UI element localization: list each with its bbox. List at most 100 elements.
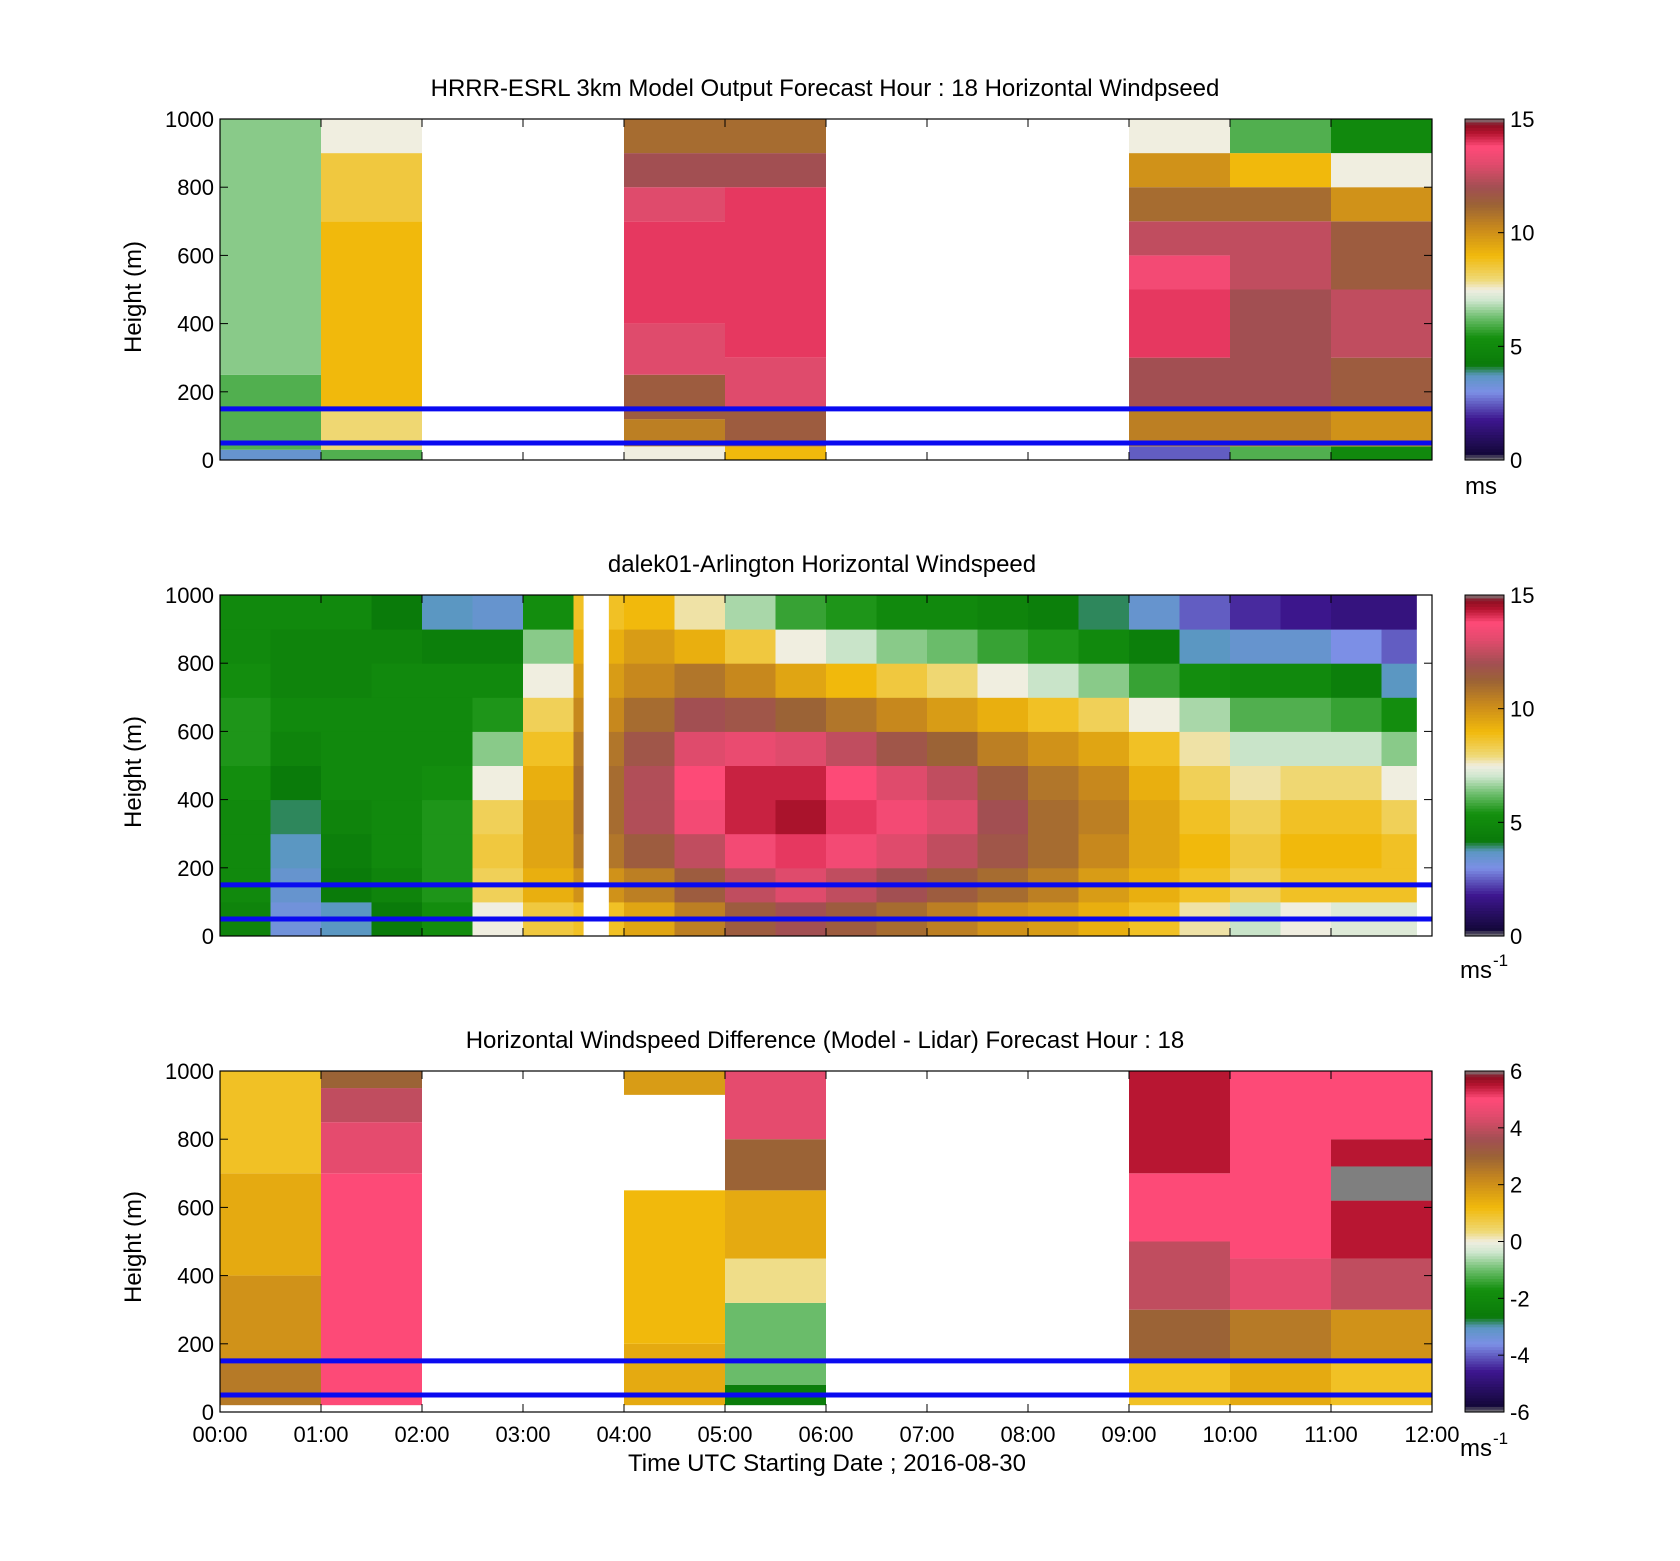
heatmap-cell [1331,629,1382,664]
heatmap-cell [1230,408,1331,447]
colorbar-segment [1465,258,1504,262]
colorbar-segment [1465,722,1504,727]
x-tick-label: 02:00 [394,1422,449,1447]
heatmap-cell [1331,663,1382,698]
colorbar-segment [1465,1301,1504,1305]
heatmap-cell [876,595,928,630]
x-axis-difference: 00:00 01:00 02:00 03:00 04:00 05:00 06:00 07:00… [192,1071,1460,1447]
colorbar-segment [1465,1394,1504,1399]
colorbar-segment [1465,884,1504,889]
colorbar-segment [1465,776,1504,781]
heatmap-cell [220,663,271,698]
heatmap-cell [270,697,322,732]
colorbar-segment [1465,668,1504,673]
colorbar-segment [1465,249,1504,254]
heatmap-cell [977,697,1029,732]
colorbar-segment [1465,654,1504,659]
colorbar-segment [1465,349,1504,353]
heatmap-cell [1331,408,1432,447]
colorbar-segment [1465,1159,1504,1163]
xlabel-difference: Time UTC Starting Date ; 2016-08-30 [628,1450,1026,1477]
colorbar-segment [1465,1241,1504,1245]
colorbar-segment [1465,737,1504,741]
colorbar-segment [1465,1076,1504,1081]
heatmap-cell [1078,595,1130,630]
heatmap-cell [725,697,776,732]
colorbar-segment [1465,226,1504,231]
colorbar-segment [1465,1329,1504,1334]
heatmap-cell [321,629,372,664]
colorbar-segment [1465,383,1504,387]
heatmap-cell [624,1190,725,1344]
heatmap-cell [927,629,978,664]
colorbar-segment [1465,431,1504,436]
colorbar-segment [1465,643,1504,647]
heatmap-cell [1230,595,1281,630]
x-tick-label: 03:00 [495,1422,550,1447]
heatmap-cell [1230,221,1331,290]
colorbar-segment [1465,762,1504,767]
colorbar-segment [1465,1338,1504,1342]
colorbar-segment [1465,1318,1504,1322]
colorbar-segment [1465,842,1504,846]
heatmap-cell [1280,765,1332,801]
colorbar-segment [1465,423,1504,427]
colorbar-segment [1465,136,1504,140]
colorbar-segment [1465,1272,1504,1277]
heatmap-cell [1381,799,1418,835]
colorbar-segment [1465,215,1504,220]
heatmap-cell [472,833,524,869]
heatmap-cell [1129,255,1230,290]
colorbar-segment [1465,1082,1504,1086]
heatmap-cell [270,629,322,664]
heatmap-cell [775,595,827,630]
heatmap-cell [775,731,827,766]
heatmap-cell [1381,629,1418,664]
heatmap-cell [725,357,826,409]
heatmap-cell [220,765,271,801]
heatmap-cell [725,1139,826,1191]
colorbar-segment [1465,847,1504,852]
heatmap-cell [725,1258,826,1303]
heatmap-cell [220,1275,321,1361]
colorbar-segment [1465,850,1504,855]
heatmap-cells-model [220,119,1432,460]
colorbar-segment [1465,1147,1504,1152]
heatmap-cell [523,663,574,698]
colorbar-segment [1465,286,1504,291]
colorbar-segment [1465,845,1504,849]
colorbar-segment [1465,1409,1504,1413]
heatmap-cell [1028,697,1079,732]
colorbar-segment [1465,263,1504,268]
colorbar-segment [1465,612,1504,616]
colorbar-segment [1465,144,1504,149]
colorbar-segment [1465,1218,1504,1223]
colorbar-segment [1465,771,1504,775]
colorbar-segment [1465,816,1504,821]
colorbar-segment [1465,229,1504,234]
colorbar-segment [1465,317,1504,322]
heatmap-cell [321,1088,422,1123]
colorbar-segment [1465,442,1504,447]
colorbar-segment [1465,218,1504,222]
colorbar-segment [1465,1170,1504,1174]
heatmap-cell [1280,595,1332,630]
heatmap-cell [674,663,726,698]
heatmap-cell [725,765,776,801]
y-tick-label: 800 [177,175,214,200]
colorbar-segment [1465,1090,1504,1095]
heatmap-cell [624,374,725,420]
colorbar-segment [1465,337,1504,342]
colorbar-segment [1465,280,1504,285]
colorbar-segment [1465,705,1504,710]
colorbar-segment [1465,1386,1504,1390]
heatmap-cell [674,833,726,869]
y-tick-label: 1000 [165,107,214,132]
heatmap-cell [624,663,675,698]
colorbar-segment [1465,731,1504,735]
heatmap-cell [1230,765,1281,801]
colorbar-segment [1465,734,1504,738]
colorbar-segment [1465,272,1504,276]
heatmap-cell [1331,1139,1432,1167]
